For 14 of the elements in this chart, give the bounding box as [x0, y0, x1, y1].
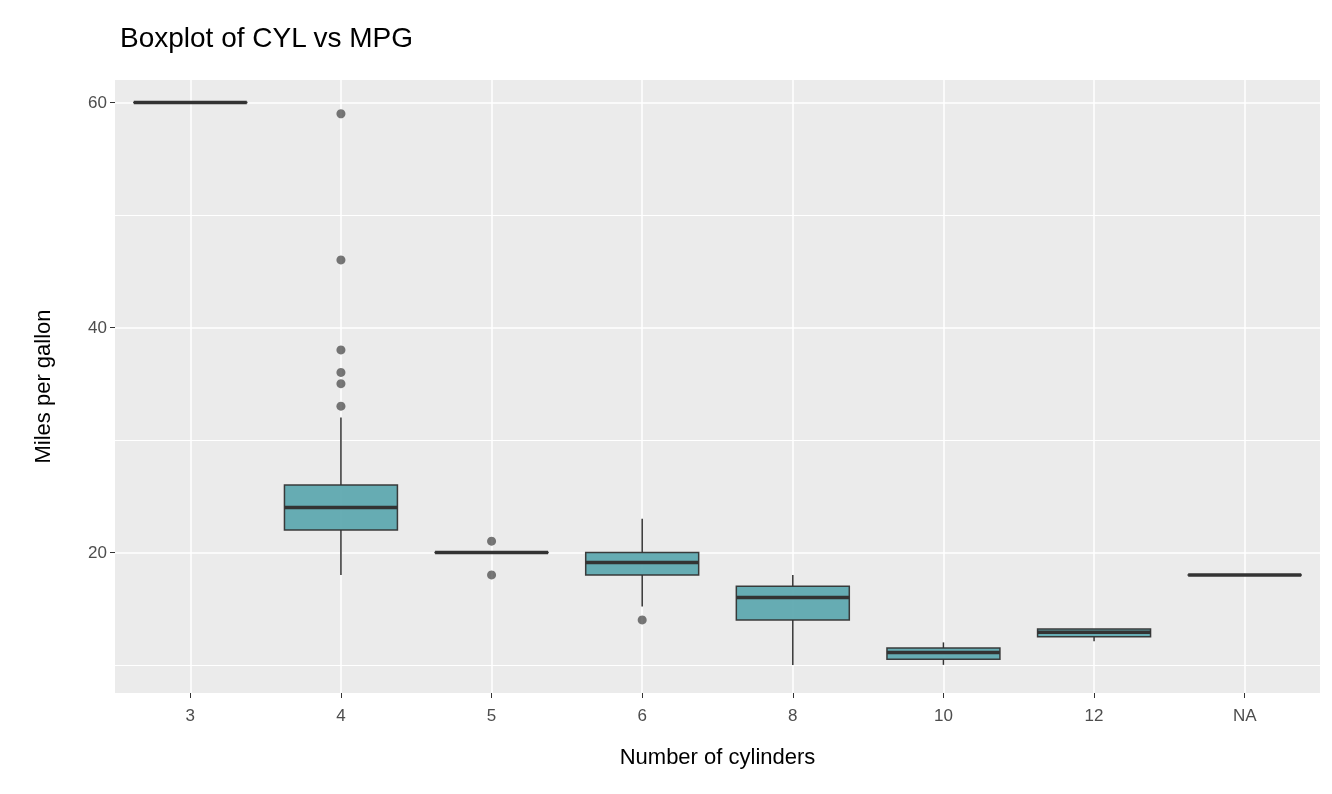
- x-tick-label: 3: [185, 706, 196, 725]
- x-tick-label: 4: [336, 706, 346, 725]
- y-axis-title: Miles per gallon: [29, 309, 55, 464]
- x-tick-label: NA: [1232, 706, 1258, 725]
- x-tick-label: 10: [933, 706, 953, 725]
- x-tick-label: 8: [788, 706, 798, 725]
- y-tick-label: 60: [88, 93, 107, 112]
- y-tick-label: 40: [88, 317, 107, 337]
- x-axis-title: Number of cylinders: [619, 743, 816, 769]
- x-tick-label: 5: [486, 706, 497, 725]
- y-tick-label: 20: [88, 542, 107, 562]
- x-tick-label: 12: [1084, 706, 1104, 725]
- chart-title: Boxplot of CYL vs MPG: [120, 21, 414, 53]
- x-tick-label: 6: [637, 706, 647, 725]
